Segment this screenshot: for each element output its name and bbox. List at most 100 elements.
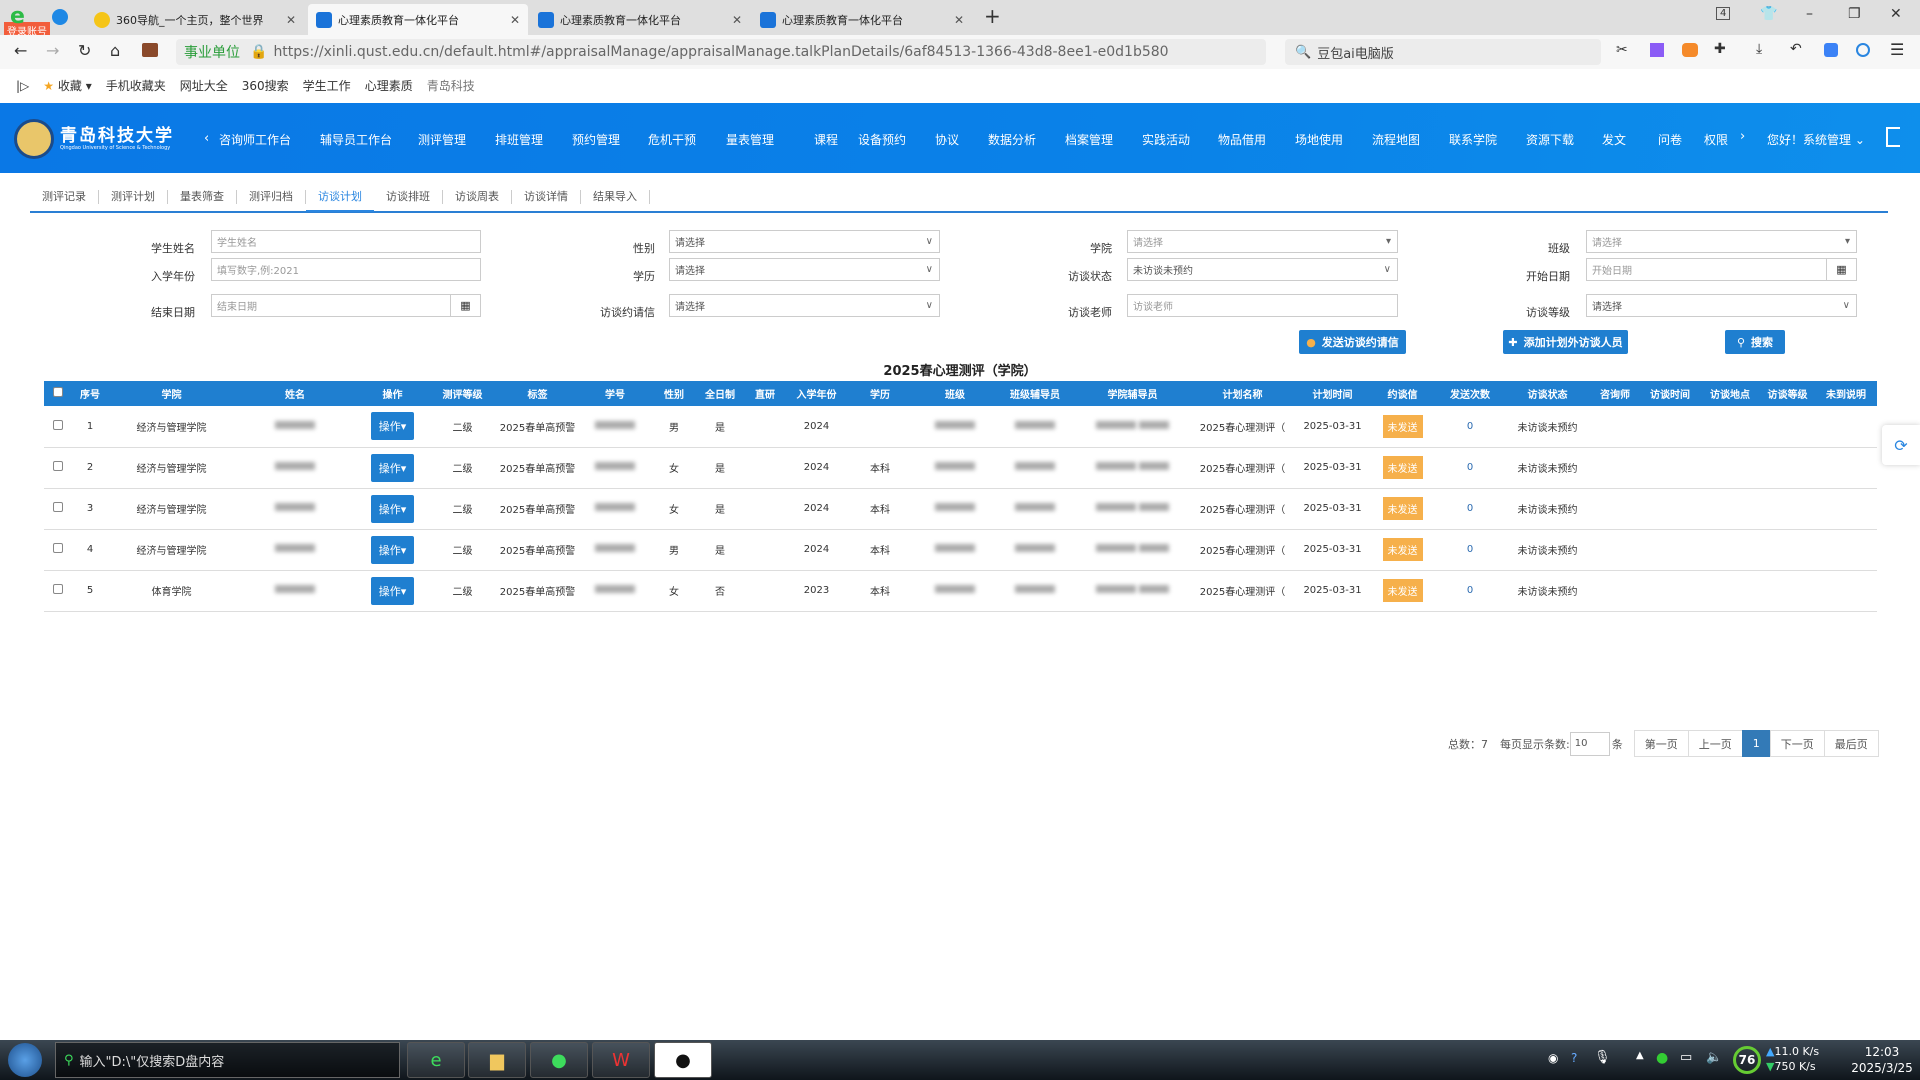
nav-item[interactable]: 预约管理 xyxy=(572,133,621,147)
operation-dropdown-button[interactable]: 操作▾ xyxy=(370,494,415,523)
nav-item[interactable]: 联系学院 xyxy=(1449,133,1498,147)
start-date-input[interactable]: 开始日期 ▦ xyxy=(1586,258,1857,281)
subtab[interactable]: 测评计划 xyxy=(99,190,168,204)
restore-icon[interactable]: ❐ xyxy=(1848,6,1861,22)
nav-item[interactable]: 协议 xyxy=(935,133,960,147)
tray-360-icon[interactable]: ● xyxy=(1656,1050,1669,1066)
nav-scroll-right-icon[interactable]: › xyxy=(1740,129,1746,144)
nav-item[interactable]: 场地使用 xyxy=(1295,133,1344,147)
navigate-icon[interactable] xyxy=(52,9,68,25)
last-page-button[interactable]: 最后页 xyxy=(1823,730,1879,757)
taskbar-search[interactable]: ⚲ 输入"D:\"仅搜索D盘内容 xyxy=(55,1042,400,1078)
nav-item[interactable]: 资源下载 xyxy=(1526,133,1575,147)
nav-item[interactable]: 量表管理 xyxy=(726,133,775,147)
college-select[interactable]: 请选择 ▾ xyxy=(1127,230,1398,253)
logout-icon[interactable] xyxy=(1886,127,1900,147)
new-tab-icon[interactable]: + xyxy=(984,4,1001,28)
microphone-icon[interactable]: 🎙 xyxy=(1594,1050,1611,1065)
bookmark-mobile[interactable]: 手机收藏夹 xyxy=(105,79,166,93)
close-tab-icon[interactable]: ✕ xyxy=(731,12,742,27)
floating-assistant-icon[interactable]: ⟳ xyxy=(1882,425,1920,465)
nav-item[interactable]: 数据分析 xyxy=(988,133,1037,147)
send-letter-button[interactable]: ● 发送访谈约请信 xyxy=(1299,330,1406,354)
translate-icon[interactable] xyxy=(1650,43,1664,57)
tab-count[interactable]: 4 xyxy=(1716,7,1731,20)
browser-logo-icon[interactable]: e xyxy=(10,4,25,29)
row-checkbox[interactable] xyxy=(53,419,63,430)
teacher-input[interactable]: 访谈老师 xyxy=(1127,294,1398,317)
nav-item[interactable]: 流程地图 xyxy=(1372,133,1421,147)
tab-platform-3[interactable]: 心理素质教育一体化平台 ✕ xyxy=(752,4,972,35)
qq-icon[interactable]: ● xyxy=(654,1042,712,1078)
clock[interactable]: 12:03 2025/3/25 xyxy=(1851,1045,1913,1075)
game-icon[interactable] xyxy=(1682,43,1698,57)
close-tab-icon[interactable]: ✕ xyxy=(953,12,964,27)
row-checkbox[interactable] xyxy=(53,461,63,471)
login-badge[interactable]: 登录账号 xyxy=(4,22,50,39)
student-name-input[interactable]: 学生姓名 xyxy=(211,230,481,253)
nav-item[interactable]: 发文 xyxy=(1602,133,1627,147)
subtab[interactable]: 测评归档 xyxy=(237,190,306,204)
per-page-input[interactable]: 10 xyxy=(1569,731,1610,756)
start-button[interactable] xyxy=(8,1043,42,1077)
add-extra-interviewee-button[interactable]: ✚ 添加计划外访谈人员 xyxy=(1503,330,1628,354)
ai-icon[interactable] xyxy=(1824,43,1838,57)
subtab[interactable]: 测评记录 xyxy=(30,190,99,204)
tab-platform-2[interactable]: 心理素质教育一体化平台 ✕ xyxy=(530,4,750,35)
row-checkbox[interactable] xyxy=(53,502,63,512)
gender-select[interactable]: 请选择 ∨ xyxy=(669,230,940,253)
file-explorer-icon[interactable]: ▆ xyxy=(468,1042,526,1078)
education-select[interactable]: 请选择 ∨ xyxy=(669,258,940,281)
letter-select[interactable]: 请选择 ∨ xyxy=(669,294,940,317)
reload-icon[interactable]: ↻ xyxy=(78,41,92,60)
nav-item[interactable]: 档案管理 xyxy=(1065,133,1114,147)
bookmark-hao360[interactable]: 网址大全 xyxy=(179,79,228,93)
subtab[interactable]: 访谈周表 xyxy=(443,190,512,204)
minimize-icon[interactable]: – xyxy=(1806,6,1813,22)
bookmark-qust[interactable]: 青岛科技 xyxy=(426,79,475,93)
subtab[interactable]: 访谈详情 xyxy=(512,190,581,204)
skin-icon[interactable]: 👕 xyxy=(1760,6,1778,22)
nav-item[interactable]: 排班管理 xyxy=(495,133,544,147)
nav-item[interactable]: 问卷 xyxy=(1658,133,1683,147)
first-page-button[interactable]: 第一页 xyxy=(1633,730,1689,757)
row-checkbox[interactable] xyxy=(53,543,63,553)
browser-search-input[interactable]: 🔍 豆包ai电脑版 xyxy=(1285,39,1601,65)
volume-icon[interactable]: 🔈 xyxy=(1706,1050,1723,1065)
bookmark-xinli[interactable]: 心理素质 xyxy=(364,79,413,93)
search-button[interactable]: ⚲ 搜索 xyxy=(1725,330,1785,354)
nav-scroll-left-icon[interactable]: ‹ xyxy=(204,131,210,146)
network-icon[interactable]: ▭ xyxy=(1680,1050,1693,1065)
ifly-icon[interactable]: ◉ xyxy=(1548,1051,1559,1065)
subtab[interactable]: 量表筛查 xyxy=(168,190,237,204)
class-select[interactable]: 请选择 ▾ xyxy=(1586,230,1857,253)
operation-dropdown-button[interactable]: 操作▾ xyxy=(370,412,415,441)
briefcase-icon[interactable] xyxy=(142,43,158,57)
menu-icon[interactable]: ☰ xyxy=(1890,40,1905,59)
operation-dropdown-button[interactable]: 操作▾ xyxy=(370,576,415,605)
page-1-button[interactable]: 1 xyxy=(1741,730,1771,757)
tab-platform-active[interactable]: 心理素质教育一体化平台 ✕ xyxy=(308,4,528,35)
subtab[interactable]: 访谈计划 xyxy=(306,182,374,212)
level-select[interactable]: 请选择 ∨ xyxy=(1586,294,1857,317)
forward-icon[interactable]: → xyxy=(46,41,60,60)
user-menu[interactable]: 您好！系统管理 ⌄ xyxy=(1767,133,1865,147)
enroll-year-input[interactable]: 填写数字,例:2021 xyxy=(211,258,481,281)
wechat-icon[interactable]: ● xyxy=(530,1042,588,1078)
sidebar-toggle-icon[interactable]: |▷ xyxy=(16,78,30,93)
close-tab-icon[interactable]: ✕ xyxy=(509,12,520,27)
extensions-icon[interactable]: ✚ xyxy=(1714,41,1726,57)
subtab[interactable]: 访谈排班 xyxy=(374,190,443,204)
nav-item[interactable]: 物品借用 xyxy=(1218,133,1267,147)
subtab[interactable]: 结果导入 xyxy=(581,190,650,204)
tab-360[interactable]: 360导航_一个主页，整个世界 ✕ xyxy=(86,4,304,35)
performance-score[interactable]: 76 xyxy=(1733,1046,1761,1074)
tray-expand-icon[interactable]: ▲ xyxy=(1636,1050,1644,1061)
select-all-checkbox[interactable] xyxy=(53,387,63,397)
close-window-icon[interactable]: ✕ xyxy=(1890,6,1902,22)
nav-item[interactable]: 测评管理 xyxy=(418,133,467,147)
bookmark-so360[interactable]: 360搜索 xyxy=(241,79,289,93)
nav-item[interactable]: 课程 xyxy=(814,133,839,147)
row-checkbox[interactable] xyxy=(53,584,63,594)
download-icon[interactable]: ⤓ xyxy=(1756,41,1763,57)
